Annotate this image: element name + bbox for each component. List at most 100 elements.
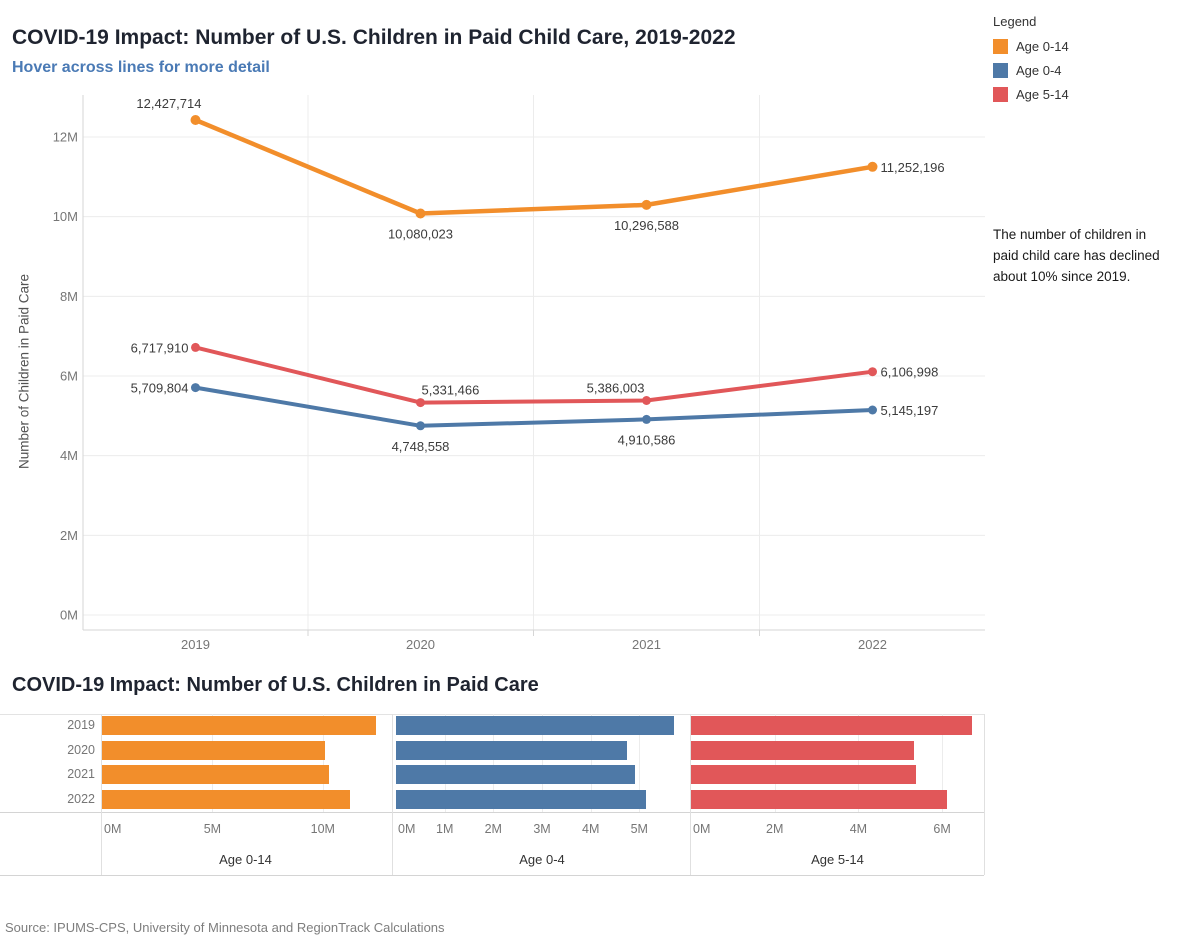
bar-panel-label: Age 0-4 [519,852,565,867]
legend-item-age-0-14[interactable]: Age 0-14 [993,39,1173,54]
x-tick-label: 2019 [181,637,210,652]
bar-chart-title: COVID-19 Impact: Number of U.S. Children… [12,674,539,696]
point-age-0-14-2020[interactable] [415,208,426,219]
bar-age-0-14-2019[interactable] [102,716,377,735]
data-point-label: 4,910,586 [618,432,676,447]
bar-panel-label: Age 5-14 [811,852,864,867]
bar-age-5-14-2022[interactable] [691,789,947,809]
legend-item-age-0-4[interactable]: Age 0-4 [993,63,1173,78]
bar-x-tick-label: 0M [398,822,416,836]
x-tick-label: 2021 [632,637,661,652]
gridline [774,714,776,812]
legend-swatch-age-5-14 [993,87,1008,102]
bar-age-5-14-2020[interactable] [691,740,915,760]
y-tick-label: 2M [60,528,78,543]
bar-x-tick-label: 4M [582,822,600,836]
bar-row-label: 2021 [67,767,95,781]
point-age-0-4-2022[interactable] [868,405,877,415]
x-tick-label: 2020 [406,637,435,652]
data-point-label: 5,709,804 [131,381,189,396]
bar-row-label: 2020 [67,742,95,757]
data-point-label: 10,080,023 [388,227,453,242]
gridline [542,714,543,812]
bar-age-0-4-2022[interactable] [396,789,647,809]
point-age-0-14-2022[interactable] [867,161,878,172]
point-age-0-14-2019[interactable] [190,115,201,125]
point-age-0-4-2019[interactable] [191,383,200,393]
bar-x-tick-label: 6M [933,822,951,836]
gridline [322,714,324,812]
bar-age-0-14-2021[interactable] [102,765,330,784]
gridline [942,714,944,812]
bar-x-tick-label: 5M [203,822,222,836]
bar-x-tick-label: 2M [766,822,784,836]
data-point-label: 5,331,466 [422,383,480,398]
point-age-5-14-2021[interactable] [642,396,651,405]
y-tick-label: 8M [60,289,78,304]
column-divider [984,714,985,875]
data-point-label: 12,427,714 [136,96,201,111]
legend-item-age-5-14[interactable]: Age 5-14 [993,87,1173,102]
bar-x-tick-label: 1M [436,822,454,836]
data-point-label: 10,296,588 [614,218,679,233]
point-age-5-14-2019[interactable] [191,342,200,352]
point-age-5-14-2022[interactable] [868,367,877,377]
bar-row-label: 2022 [67,791,95,806]
bar-age-0-14-2020[interactable] [102,740,325,760]
x-tick-label: 2022 [858,637,887,652]
gridline [858,714,860,812]
bar-chart: 2019 2020 2021 2022 0M 5M 10M Age 0-14 0M 1M 2M 3M 4… [0,714,985,876]
data-point-label: 11,252,196 [881,160,945,175]
bar-age-5-14-2019[interactable] [691,716,973,735]
table-bottom-border [0,875,984,876]
y-tick-label: 4M [60,448,78,463]
data-point-label: 5,386,003 [587,381,645,396]
bar-panel-age-0-14 [102,714,389,812]
legend-swatch-age-0-4 [993,63,1008,78]
bar-x-tick-label: 5M [630,822,648,836]
legend-item-label: Age 0-4 [1016,63,1062,78]
gridline [639,714,641,812]
line-age-5-14[interactable] [193,345,875,405]
y-tick-label: 10M [53,209,78,224]
data-point-label: 5,145,197 [881,403,939,418]
bar-age-5-14-2021[interactable] [691,765,917,784]
data-point-label: 4,748,558 [392,439,450,454]
line-chart-title: COVID-19 Impact: Number of U.S. Children… [12,26,736,49]
line-age-0-14[interactable] [193,117,875,216]
point-age-5-14-2020[interactable] [416,398,425,408]
legend-item-label: Age 0-14 [1016,39,1069,54]
bar-age-0-4-2020[interactable] [396,740,628,760]
bar-x-tick-label: 4M [849,822,868,836]
table-top-border [0,714,984,715]
y-tick-label: 12M [53,130,78,145]
gridline [590,714,592,812]
legend: Legend Age 0-14 Age 0-4 Age 5-14 [993,14,1173,111]
bar-age-0-14-2022[interactable] [102,789,351,809]
legend-title: Legend [993,14,1037,29]
gridline [212,714,214,812]
gridline [444,714,446,812]
point-age-0-14-2021[interactable] [641,199,652,210]
point-age-0-4-2021[interactable] [642,414,651,424]
bar-panel-age-5-14 [691,714,984,812]
data-point-label: 6,106,998 [881,365,939,380]
column-divider [689,714,691,875]
bar-x-axis-line [0,812,984,813]
bar-age-0-4-2019[interactable] [396,716,674,735]
bar-panel-age-0-4 [396,714,688,812]
data-point-label: 6,717,910 [131,340,189,355]
legend-swatch-age-0-14 [993,39,1008,54]
bar-row-label: 2019 [67,718,95,732]
line-age-0-4[interactable] [193,385,875,428]
line-chart-subtitle: Hover across lines for more detail [12,59,270,76]
bar-age-0-4-2021[interactable] [396,765,635,784]
bar-x-tick-label: 0M [693,822,711,836]
column-divider [100,714,102,875]
source-note: Source: IPUMS-CPS, University of Minneso… [5,920,445,935]
bar-x-tick-label: 0M [104,822,122,836]
y-tick-label: 6M [60,369,78,384]
bar-x-tick-label: 3M [533,822,551,836]
point-age-0-4-2020[interactable] [416,421,425,431]
annotation-text: The number of children in paid child car… [993,227,1160,284]
